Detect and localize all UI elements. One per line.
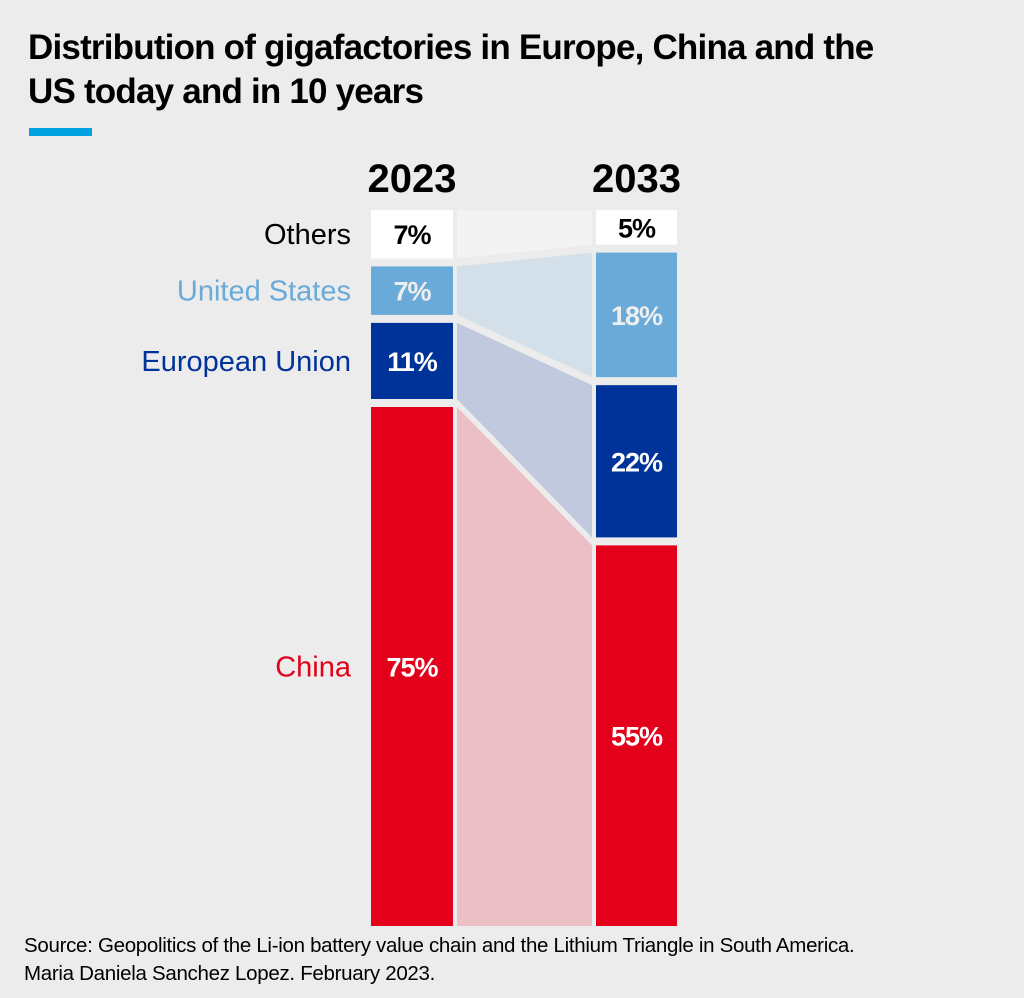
flows: [457, 210, 592, 926]
flow-china: [457, 407, 592, 926]
category-label-others: Others: [264, 219, 351, 251]
value-label-united-states-2023: 7%: [393, 277, 431, 307]
value-label-china-2023: 75%: [386, 653, 438, 683]
accent-bar: [29, 128, 92, 136]
value-label-european-union-2023: 11%: [387, 347, 438, 377]
bar-european-union-2033: [596, 385, 677, 538]
bar-china-2033: [596, 545, 677, 926]
bar-others-2033: [596, 210, 677, 245]
source-line-1: Source: Geopolitics of the Li-ion batter…: [24, 934, 855, 957]
bar-european-union-2023: [371, 322, 453, 399]
category-label-united-states: United States: [177, 276, 351, 308]
value-label-others-2033: 5%: [618, 213, 656, 243]
year-label-2023: 2023: [368, 157, 457, 201]
bar-united-states-2033: [596, 252, 677, 378]
year-label-2033: 2033: [592, 157, 681, 201]
chart-title: Distribution of gigafactories in Europe,…: [28, 28, 874, 111]
value-label-united-states-2033: 18%: [611, 301, 663, 331]
source-note: Source: Geopolitics of the Li-ion batter…: [24, 932, 1014, 988]
bar-china-2023: [371, 407, 453, 926]
value-label-european-union-2033: 22%: [611, 447, 663, 477]
flow-others: [457, 210, 592, 259]
category-label-european-union: European Union: [141, 346, 351, 378]
bar-others-2023: [371, 210, 453, 259]
labels: 7% 7% 11% 75% 2023 5% 18% 22% 55% 2033 Others Unite…: [141, 157, 681, 752]
flow-european-union: [457, 322, 592, 538]
value-label-china-2033: 55%: [611, 722, 663, 752]
category-label-china: China: [275, 652, 352, 684]
bar-united-states-2023: [371, 266, 453, 315]
source-line-2: Maria Daniela Sanchez Lopez. February 20…: [24, 962, 436, 985]
value-label-others-2023: 7%: [393, 220, 431, 250]
flow-united-states: [457, 252, 592, 378]
bars: [371, 210, 677, 926]
